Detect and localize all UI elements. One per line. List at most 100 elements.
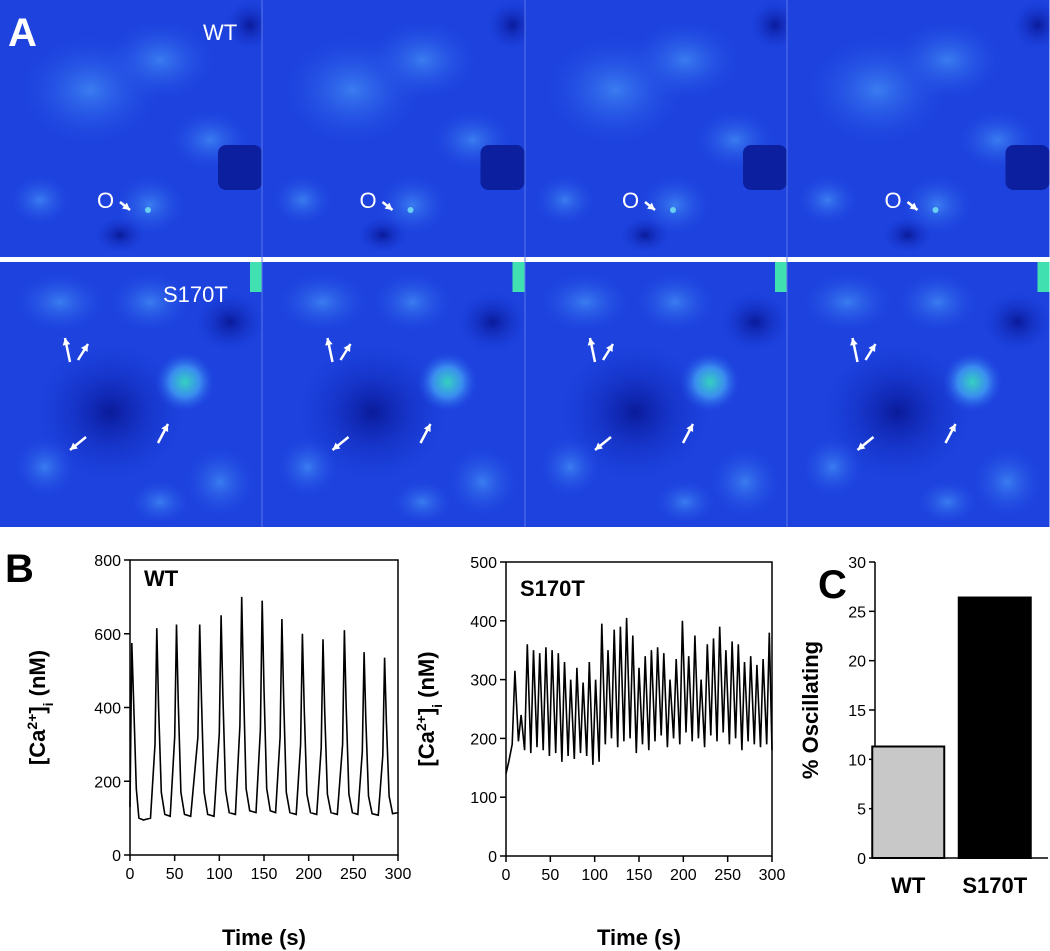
chart-title: WT [144, 566, 179, 591]
arrow [76, 343, 90, 361]
cell-marker: O [622, 188, 639, 213]
arrow [594, 436, 612, 451]
x-tick-label: 100 [581, 867, 608, 884]
cell-marker: O [850, 628, 867, 653]
arrow [62, 337, 72, 363]
x-tick-label: 150 [626, 867, 653, 884]
arrow-head [332, 442, 341, 450]
x-tick-label: 150 [251, 866, 278, 883]
y-tick-label: 0 [857, 851, 866, 868]
x-tick-label: 0 [126, 866, 135, 883]
micrograph [525, 0, 787, 257]
arrow [864, 343, 877, 361]
y-axis-title-part: (nM) [25, 650, 50, 703]
arrow [601, 343, 615, 361]
micrograph [262, 0, 525, 257]
panel-label: A [8, 11, 37, 55]
condition-label: WT [203, 20, 237, 45]
arrow [119, 201, 131, 211]
y-tick-label: 400 [470, 614, 497, 631]
x-tick-label: 250 [714, 867, 741, 884]
arrow-head [909, 202, 918, 210]
micrograph [262, 262, 525, 527]
arrow-head [868, 344, 876, 352]
arrow [681, 423, 695, 444]
x-tick-label: 300 [385, 866, 412, 883]
y-axis-title-part: i [40, 702, 56, 706]
trace [505, 617, 773, 774]
y-tick-label: 0 [488, 849, 497, 866]
y-tick-label: 200 [94, 774, 121, 791]
y-axis-title: % Oscillating [798, 641, 823, 779]
arrow-head [595, 442, 603, 450]
cell-marker: O [88, 678, 105, 703]
y-axis-title-part: 2+ [413, 715, 429, 731]
y-tick-label: 0 [112, 848, 121, 865]
arrow [156, 423, 170, 444]
x-tick-label: 50 [541, 867, 559, 884]
y-tick-label: 30 [848, 555, 866, 572]
cell-marker: O [325, 628, 342, 653]
x-tick-label: 50 [166, 866, 184, 883]
arrow-head [384, 202, 393, 210]
arrow-head [81, 344, 88, 352]
x-tick-label: 200 [295, 866, 322, 883]
x-tick-label: 250 [340, 866, 367, 883]
arrow-head [587, 338, 596, 346]
arrow [331, 436, 350, 451]
x-axis-title: Time (s) [597, 925, 681, 950]
arrow-head [70, 442, 78, 450]
y-tick-label: 5 [857, 802, 866, 819]
bar [871, 745, 946, 859]
cell-marker: O [140, 705, 157, 730]
trace [129, 596, 399, 821]
x-tick-label: WT [891, 873, 926, 898]
cell-marker: O [885, 188, 902, 213]
cell-marker: O [928, 705, 945, 730]
x-tick-label: 200 [670, 867, 697, 884]
y-axis-title-part: [Ca [414, 730, 439, 766]
cell-marker: O [97, 188, 114, 213]
cell-marker: O [325, 628, 342, 653]
panel-label: B [5, 547, 34, 591]
bar [957, 596, 1032, 860]
arrow-head [647, 202, 655, 210]
arrow [69, 436, 87, 451]
arrow-head [62, 338, 71, 346]
y-axis-title-part: ] [25, 706, 50, 713]
arrow [856, 436, 875, 451]
x-tick-label: 300 [759, 867, 786, 884]
micrograph [525, 262, 787, 527]
y-tick-label: 300 [470, 673, 497, 690]
y-axis-title: [Ca2+]i (nM) [24, 650, 56, 765]
y-tick-label: 10 [848, 752, 866, 769]
y-tick-label: 20 [848, 654, 866, 671]
y-tick-label: 600 [94, 627, 121, 644]
arrow [339, 343, 352, 361]
arrow [587, 337, 597, 363]
y-axis-title-part: (nM) [414, 651, 439, 704]
arrow [325, 337, 334, 363]
x-tick-label: S170T [962, 873, 1027, 898]
y-axis-title-part: [Ca [25, 729, 50, 765]
arrow-head [122, 202, 130, 210]
arrow [419, 423, 432, 444]
y-axis-title-part: ] [414, 708, 439, 715]
y-tick-label: 400 [94, 701, 121, 718]
cell-marker: O [403, 705, 420, 730]
arrow [906, 201, 919, 211]
micrograph [787, 262, 1050, 527]
y-tick-label: 25 [848, 604, 866, 621]
arrow-head [423, 424, 431, 432]
arrow [644, 201, 656, 211]
arrow-head [161, 424, 169, 432]
cell-marker: O [62, 628, 79, 653]
y-axis-title: [Ca2+]i (nM) [413, 651, 445, 766]
x-tick-label: 0 [502, 867, 511, 884]
arrow-head [606, 344, 613, 352]
chart-title: S170T [520, 576, 585, 601]
arrow-head [325, 338, 333, 346]
y-tick-label: 500 [470, 555, 497, 572]
y-axis-title-part: i [429, 704, 445, 708]
